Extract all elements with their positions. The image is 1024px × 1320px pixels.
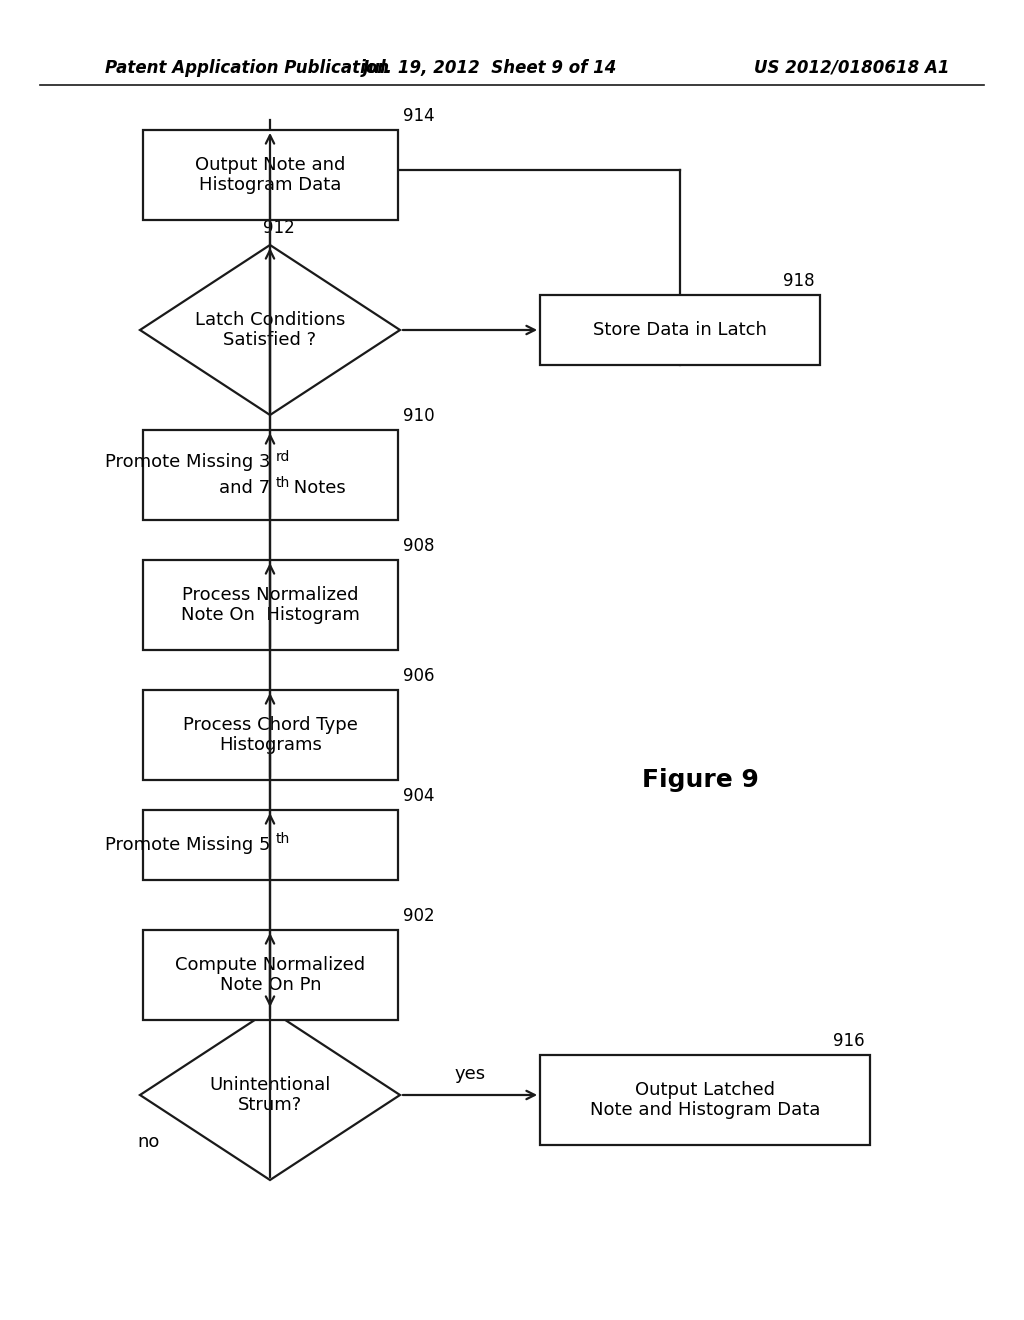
Text: 914: 914 [403,107,434,125]
Text: and 7: and 7 [219,479,270,498]
Polygon shape [140,246,400,414]
Bar [143,560,398,649]
Text: yes: yes [455,1065,485,1082]
Bar [143,931,398,1020]
Text: 904: 904 [403,787,434,805]
Polygon shape [140,1010,400,1180]
Text: Patent Application Publication: Patent Application Publication [105,59,389,77]
Bar [143,810,398,880]
Bar [143,430,398,520]
Text: 908: 908 [403,537,434,554]
Text: US 2012/0180618 A1: US 2012/0180618 A1 [755,59,950,77]
Text: Output Note and
Histogram Data: Output Note and Histogram Data [196,156,346,194]
Text: 900: 900 [341,1005,373,1023]
Text: th: th [275,477,290,490]
Text: Compute Normalized
Note On Pn: Compute Normalized Note On Pn [175,956,366,994]
Text: Output Latched
Note and Histogram Data: Output Latched Note and Histogram Data [590,1081,820,1119]
Text: 916: 916 [834,1032,865,1049]
Bar [540,1055,870,1144]
Text: 902: 902 [403,907,434,925]
Text: Notes: Notes [289,479,346,498]
Text: 912: 912 [263,219,295,238]
Text: Figure 9: Figure 9 [642,768,759,792]
Text: rd: rd [275,450,290,465]
Text: Process Chord Type
Histograms: Process Chord Type Histograms [183,715,358,755]
Text: Jul. 19, 2012  Sheet 9 of 14: Jul. 19, 2012 Sheet 9 of 14 [362,59,617,77]
Text: Promote Missing 3: Promote Missing 3 [105,453,270,471]
Bar [540,294,820,366]
Text: Unintentional
Strum?: Unintentional Strum? [209,1076,331,1114]
Text: no: no [137,1133,160,1151]
Text: th: th [275,832,290,846]
Text: P,E,State: P,E,State [218,139,323,158]
Bar [143,690,398,780]
Text: Latch Conditions
Satisfied ?: Latch Conditions Satisfied ? [195,310,345,350]
Text: Store Data in Latch: Store Data in Latch [593,321,767,339]
Bar [143,129,398,220]
Text: Promote Missing 5: Promote Missing 5 [105,836,270,854]
Text: 918: 918 [783,272,815,290]
Text: Process Normalized
Note On  Histogram: Process Normalized Note On Histogram [181,586,360,624]
Text: 910: 910 [403,407,434,425]
Text: 906: 906 [403,667,434,685]
